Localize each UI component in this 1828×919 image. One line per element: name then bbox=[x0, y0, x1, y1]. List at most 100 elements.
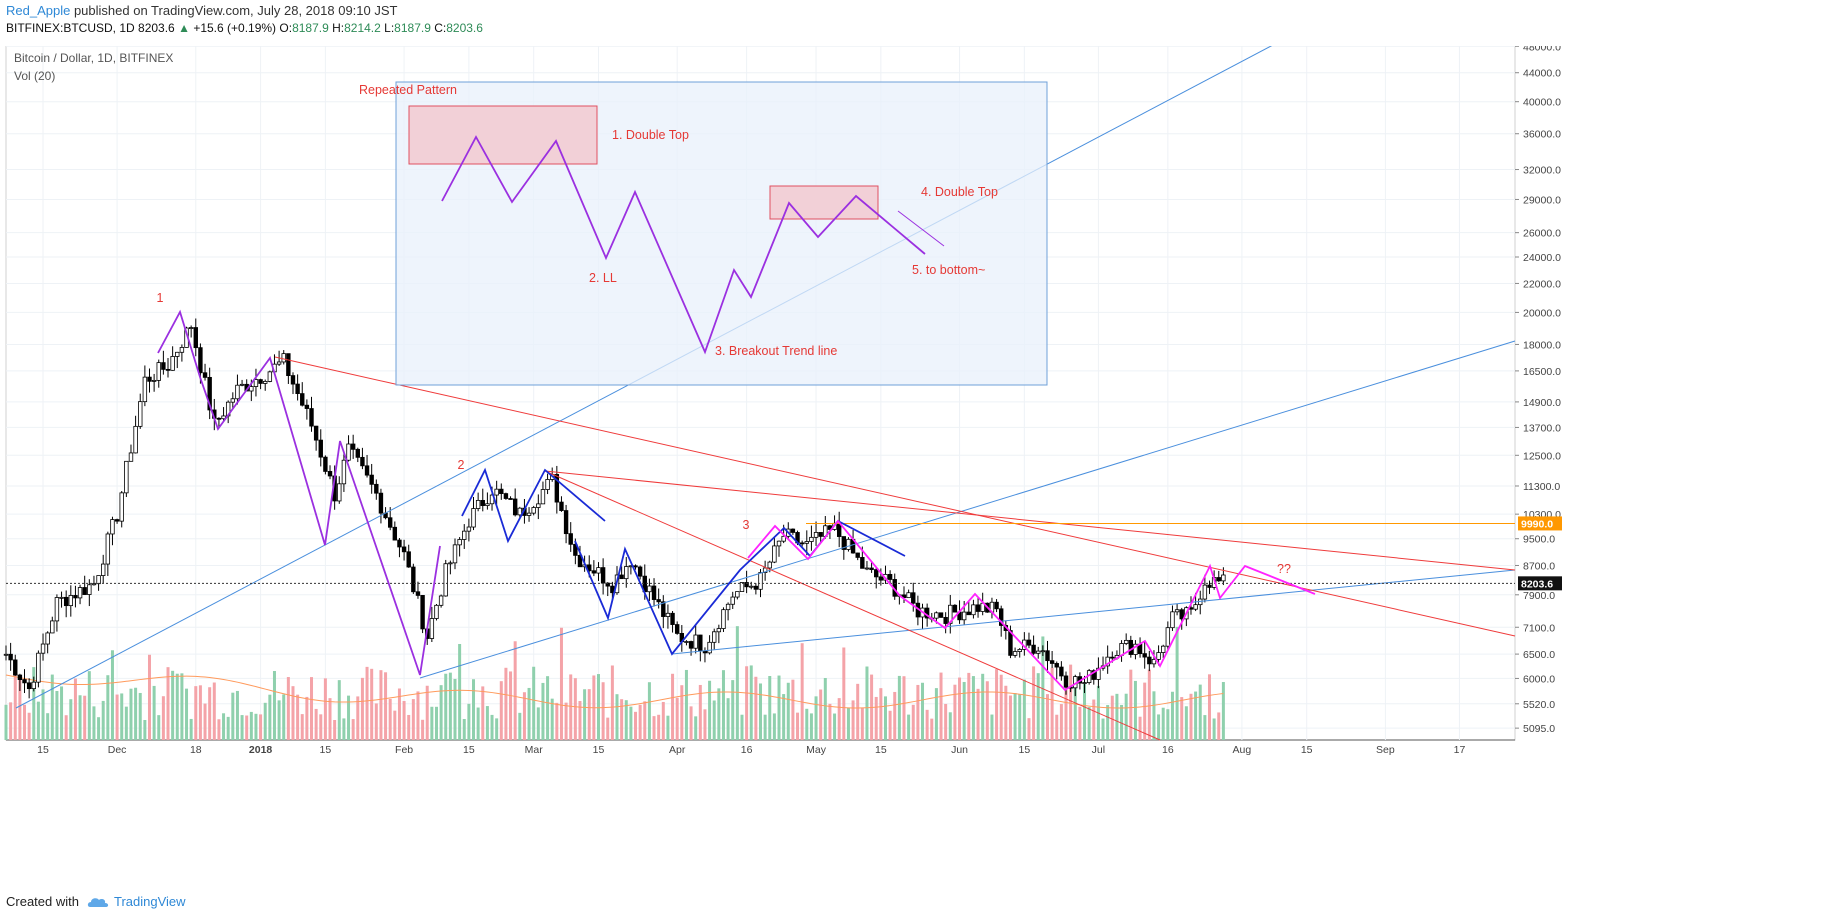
candle bbox=[749, 585, 754, 588]
candle bbox=[846, 538, 851, 550]
candle bbox=[457, 539, 462, 546]
candle bbox=[429, 618, 435, 639]
candle bbox=[1128, 639, 1134, 655]
candle bbox=[762, 567, 768, 573]
candle bbox=[887, 573, 893, 580]
close-label: C: bbox=[434, 21, 447, 35]
candle bbox=[906, 592, 911, 599]
candle bbox=[387, 517, 393, 528]
candle bbox=[688, 641, 694, 649]
volume-bar bbox=[78, 695, 82, 740]
candle bbox=[13, 659, 18, 676]
chart-area[interactable]: 48000.0 44000.0 40000.0 36000.0 32000.0 29000… bbox=[0, 35, 1828, 878]
candle bbox=[207, 376, 212, 411]
double-top-box-2 bbox=[769, 185, 879, 220]
candle bbox=[216, 417, 222, 420]
candle bbox=[50, 620, 55, 634]
volume-bar bbox=[212, 682, 216, 740]
candle bbox=[730, 596, 735, 605]
volume-bar bbox=[384, 672, 388, 740]
volume-bar bbox=[791, 679, 795, 740]
candle bbox=[1221, 574, 1226, 582]
volume-bar bbox=[41, 689, 45, 740]
volume-bar bbox=[198, 685, 202, 740]
chart-svg[interactable]: 48000.044000.040000.036000.032000.029000… bbox=[0, 35, 1828, 878]
candle bbox=[619, 574, 624, 580]
volume-bar bbox=[786, 682, 790, 740]
volume-bar bbox=[680, 685, 684, 740]
candle bbox=[559, 501, 564, 511]
candle bbox=[661, 601, 666, 617]
volume-bar bbox=[32, 667, 36, 740]
volume-bar bbox=[749, 665, 753, 740]
candle bbox=[438, 595, 444, 606]
volume-bar bbox=[1110, 695, 1114, 740]
volume-bar bbox=[846, 707, 850, 740]
candle bbox=[637, 566, 643, 577]
candle bbox=[323, 456, 328, 472]
y-tick-label: 11300.0 bbox=[1523, 481, 1560, 493]
volume-bar bbox=[675, 697, 679, 740]
candle bbox=[799, 542, 805, 545]
candle bbox=[841, 536, 847, 550]
volume-bar bbox=[1013, 693, 1017, 740]
tradingview-brand[interactable]: TradingView bbox=[87, 894, 186, 909]
purple-zigzag bbox=[157, 309, 441, 676]
volume-bar bbox=[407, 714, 411, 740]
candle bbox=[994, 601, 999, 610]
candle bbox=[1193, 604, 1198, 610]
volume-bar bbox=[374, 703, 378, 740]
volume-bar bbox=[393, 710, 397, 740]
volume-bar bbox=[550, 698, 554, 740]
candle bbox=[651, 585, 657, 600]
volume-bar bbox=[55, 690, 59, 740]
volume-bar bbox=[388, 698, 392, 740]
publish-info: Red_Apple published on TradingView.com, … bbox=[6, 3, 397, 18]
volume-bar bbox=[263, 702, 267, 740]
candle bbox=[202, 372, 208, 378]
candle bbox=[1082, 682, 1087, 684]
publish-text: published on TradingView.com, July 28, 2… bbox=[73, 3, 398, 18]
volume-bar bbox=[1018, 694, 1022, 740]
x-tick-label: Apr bbox=[669, 744, 686, 756]
volume-bar bbox=[893, 691, 897, 740]
volume-bar bbox=[1170, 691, 1174, 740]
y-tick-label: 20000.0 bbox=[1523, 307, 1561, 319]
candle bbox=[147, 376, 152, 382]
candle bbox=[8, 653, 13, 661]
volume-bar bbox=[9, 702, 13, 740]
candle bbox=[434, 604, 439, 619]
volume-bar bbox=[985, 681, 989, 740]
candle bbox=[911, 592, 916, 604]
candle bbox=[540, 489, 546, 505]
volume-bar bbox=[50, 674, 54, 740]
candle bbox=[1063, 675, 1069, 688]
author-link[interactable]: Red_Apple bbox=[6, 3, 71, 18]
candle bbox=[360, 456, 365, 467]
y-tick-label: 24000.0 bbox=[1523, 252, 1561, 264]
candle bbox=[721, 609, 726, 629]
candle bbox=[1105, 656, 1110, 667]
volume-bar bbox=[1036, 673, 1040, 740]
volume-bar bbox=[921, 682, 925, 740]
candle bbox=[286, 353, 291, 376]
candle bbox=[3, 653, 9, 656]
candle bbox=[563, 510, 569, 535]
candle bbox=[91, 583, 97, 586]
volume-series bbox=[4, 626, 1225, 740]
candle bbox=[31, 681, 36, 690]
volume-bar bbox=[856, 683, 860, 740]
volume-bar bbox=[1152, 691, 1156, 740]
high-value: 8214.2 bbox=[344, 21, 381, 35]
candle bbox=[156, 362, 161, 381]
candle bbox=[378, 492, 384, 514]
candle bbox=[40, 643, 46, 654]
candle bbox=[411, 566, 416, 593]
volume-bar bbox=[513, 641, 517, 740]
volume-bar bbox=[60, 686, 64, 740]
volume-bar bbox=[981, 673, 985, 740]
candle bbox=[943, 616, 948, 624]
candle bbox=[1170, 611, 1175, 629]
volume-bar bbox=[134, 687, 138, 740]
candle bbox=[475, 499, 481, 509]
